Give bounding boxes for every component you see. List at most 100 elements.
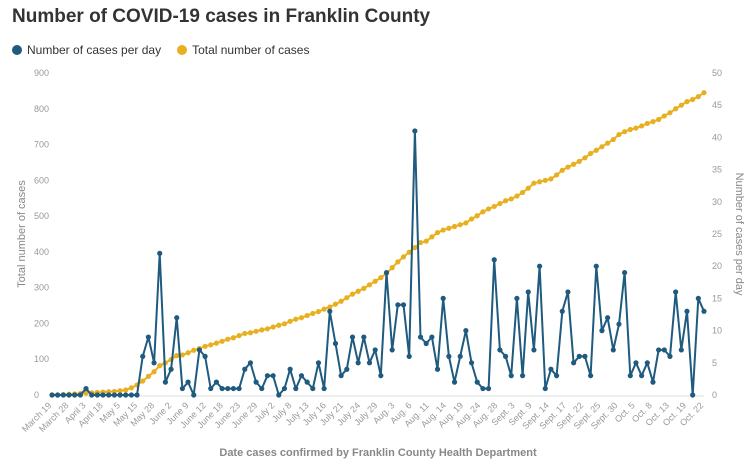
total-cases-point[interactable] [525, 185, 531, 191]
total-cases-point[interactable] [406, 249, 412, 255]
cases-per-day-point[interactable] [327, 308, 333, 314]
total-cases-point[interactable] [497, 200, 503, 207]
total-cases-point[interactable] [701, 90, 707, 96]
cases-per-day-point[interactable] [60, 392, 66, 398]
cases-per-day-point[interactable] [548, 366, 554, 372]
total-cases-point[interactable] [349, 291, 356, 297]
total-cases-point[interactable] [650, 119, 656, 125]
total-cases-point[interactable] [508, 196, 514, 202]
total-cases-point[interactable] [644, 120, 650, 127]
cases-per-day-point[interactable] [287, 366, 293, 372]
total-cases-point[interactable] [468, 216, 475, 222]
cases-per-day-point[interactable] [213, 379, 220, 385]
cases-per-day-point[interactable] [576, 353, 582, 359]
cases-per-day-point[interactable] [100, 392, 106, 398]
total-cases-point[interactable] [542, 177, 548, 183]
cases-per-day-point[interactable] [123, 392, 129, 398]
total-cases-point[interactable] [400, 254, 407, 260]
cases-per-day-point[interactable] [559, 308, 565, 314]
cases-per-day-point[interactable] [491, 257, 497, 263]
total-cases-point[interactable] [639, 123, 645, 129]
cases-per-day-point[interactable] [667, 353, 673, 359]
cases-per-day-point[interactable] [434, 366, 441, 372]
cases-per-day-point[interactable] [304, 379, 310, 385]
cases-per-day-point[interactable] [134, 392, 140, 398]
total-cases-point[interactable] [117, 388, 123, 394]
cases-per-day-point[interactable] [446, 353, 452, 359]
cases-per-day-point[interactable] [378, 373, 384, 379]
cases-per-day-point[interactable] [225, 385, 231, 392]
cases-per-day-point[interactable] [270, 373, 276, 379]
cases-per-day-point[interactable] [372, 347, 378, 353]
total-cases-point[interactable] [157, 363, 163, 369]
total-cases-point[interactable] [457, 222, 463, 228]
cases-per-day-point[interactable] [644, 360, 650, 366]
total-cases-point[interactable] [588, 150, 594, 157]
cases-per-day-point[interactable] [553, 373, 560, 379]
total-cases-point[interactable] [531, 180, 537, 186]
total-cases-point[interactable] [151, 369, 157, 375]
cases-per-day-point[interactable] [72, 392, 78, 398]
cases-per-day-point[interactable] [423, 340, 429, 347]
total-cases-point[interactable] [321, 306, 327, 312]
total-cases-point[interactable] [304, 312, 310, 319]
cases-per-day-point[interactable] [298, 373, 305, 379]
total-cases-point[interactable] [140, 378, 146, 384]
cases-per-day-point[interactable] [695, 295, 701, 301]
cases-per-day-point[interactable] [531, 347, 537, 353]
total-cases-point[interactable] [633, 125, 639, 131]
cases-per-day-point[interactable] [565, 289, 571, 295]
total-cases-point[interactable] [327, 304, 333, 310]
cases-per-day-point[interactable] [661, 347, 667, 353]
cases-per-day-point[interactable] [77, 392, 83, 398]
cases-per-day-point[interactable] [389, 347, 395, 353]
cases-per-day-point[interactable] [474, 379, 480, 385]
total-cases-point[interactable] [667, 110, 673, 116]
cases-per-day-point[interactable] [627, 373, 633, 379]
cases-per-day-point[interactable] [536, 263, 543, 269]
cases-per-day-point[interactable] [191, 392, 197, 398]
cases-per-day-point[interactable] [519, 373, 526, 379]
total-cases-point[interactable] [673, 106, 679, 112]
cases-per-day-point[interactable] [94, 392, 100, 398]
total-cases-point[interactable] [145, 373, 151, 379]
total-cases-point[interactable] [446, 225, 452, 231]
cases-per-day-point[interactable] [406, 353, 412, 359]
total-cases-point[interactable] [276, 322, 282, 328]
cases-per-day-point[interactable] [457, 353, 463, 359]
total-cases-point[interactable] [463, 220, 469, 226]
cases-per-day-point[interactable] [321, 385, 327, 392]
total-cases-point[interactable] [553, 172, 560, 178]
cases-per-day-point[interactable] [55, 392, 61, 398]
total-cases-point[interactable] [230, 335, 237, 341]
cases-per-day-point[interactable] [502, 353, 509, 359]
cases-per-day-point[interactable] [140, 353, 146, 359]
cases-per-day-point[interactable] [338, 373, 344, 379]
cases-per-day-point[interactable] [383, 270, 390, 276]
total-cases-point[interactable] [123, 387, 129, 393]
cases-per-day-point[interactable] [349, 334, 356, 340]
total-cases-point[interactable] [474, 213, 480, 219]
cases-per-day-point[interactable] [514, 295, 520, 301]
cases-per-day-point[interactable] [310, 385, 316, 392]
cases-per-day-point[interactable] [463, 328, 469, 334]
cases-per-day-point[interactable] [468, 360, 475, 366]
total-cases-point[interactable] [236, 333, 242, 339]
total-cases-point[interactable] [695, 94, 701, 100]
cases-per-day-point[interactable] [242, 366, 248, 372]
cases-per-day-point[interactable] [480, 385, 486, 392]
cases-per-day-point[interactable] [332, 340, 339, 347]
legend-item-total-cases[interactable]: Total number of cases [177, 43, 309, 57]
total-cases-point[interactable] [622, 129, 628, 135]
total-cases-point[interactable] [610, 136, 616, 143]
total-cases-point[interactable] [378, 275, 384, 281]
cases-per-day-point[interactable] [508, 373, 514, 379]
total-cases-point[interactable] [242, 330, 248, 337]
total-cases-point[interactable] [417, 239, 424, 246]
cases-per-day-point[interactable] [593, 263, 599, 269]
cases-per-day-point[interactable] [174, 315, 180, 321]
total-cases-point[interactable] [111, 388, 117, 395]
total-cases-point[interactable] [310, 310, 316, 317]
cases-per-day-point[interactable] [361, 334, 367, 340]
cases-per-day-point[interactable] [66, 392, 72, 398]
